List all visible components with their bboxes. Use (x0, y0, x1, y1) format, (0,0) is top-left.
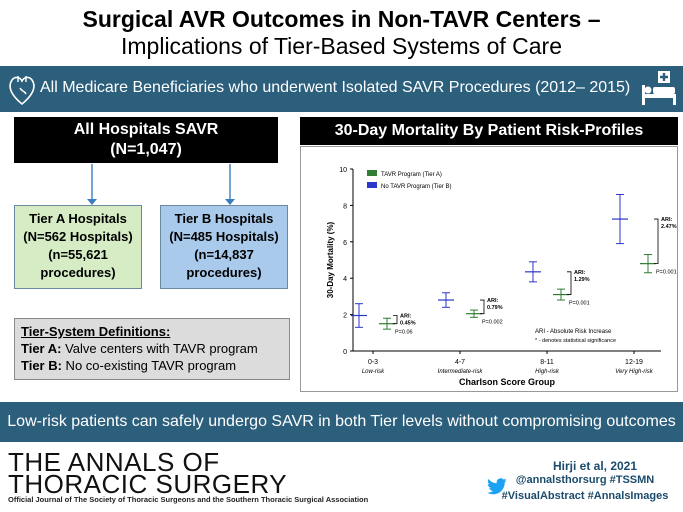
ari-value: 0.45% (400, 321, 416, 327)
ari-p-value: P=0.001 (569, 301, 590, 307)
journal-name-line-1: THE ANNALS OF (8, 447, 220, 477)
x-tick-sublabel: Intermediate-risk (438, 369, 484, 375)
citation: Hirji et al, 2021 (552, 459, 638, 473)
tier-b-procedures: (n=14,837 (194, 247, 254, 262)
all-hospitals-count: (N=1,047) (110, 141, 182, 158)
tier-a-hospitals: (N=562 Hospitals) (23, 229, 133, 244)
y-tick-label: 10 (339, 167, 347, 174)
definitions-heading: Tier-System Definitions: (21, 324, 171, 339)
x-tick-sublabel: Low-risk (362, 369, 385, 375)
definitions-box: Tier-System Definitions: Tier A: Valve c… (14, 318, 290, 380)
definition-tier-a-label: Tier A: (21, 341, 62, 356)
tier-a-box: Tier A Hospitals (N=562 Hospitals) (n=55… (14, 205, 142, 289)
x-tick-sublabel: High-risk (535, 369, 560, 375)
ari-p-value: P=0.001 (656, 270, 677, 276)
ari-value: 0.79% (487, 305, 503, 311)
definition-tier-b-text: No co-existing TAVR program (61, 358, 237, 373)
hospital-bed-icon (642, 71, 676, 105)
definition-tier-a: Tier A: Valve centers with TAVR program (21, 340, 283, 357)
x-tick-label: 8-11 (540, 359, 554, 366)
ari-bracket (654, 218, 659, 265)
journal-subtitle: Official Journal of The Society of Thora… (8, 495, 369, 504)
tier-b-box: Tier B Hospitals (N=485 Hospitals) (n=14… (160, 205, 288, 289)
ari-value: 1.29% (574, 277, 590, 283)
definition-tier-b: Tier B: No co-existing TAVR program (21, 357, 283, 374)
definition-tier-b-label: Tier B: (21, 358, 62, 373)
title-line-2: Implications of Tier-Based Systems of Ca… (121, 33, 562, 59)
x-tick-label: 0-3 (368, 359, 378, 366)
tier-b-title: Tier B Hospitals (174, 211, 274, 226)
tier-a-title: Tier A Hospitals (29, 211, 127, 226)
all-hospitals-box: All Hospitals SAVR (N=1,047) (14, 117, 278, 163)
x-tick-label: 4-7 (455, 359, 465, 366)
x-axis-label: Charlson Score Group (459, 377, 556, 387)
ari-label: ARI: (574, 270, 585, 276)
tier-a-procedures: (n=55,621 (48, 247, 108, 262)
tier-b-procedures-label: procedures) (186, 265, 262, 280)
definition-tier-a-text: Valve centers with TAVR program (61, 341, 258, 356)
hashtags: #VisualAbstract #AnnalsImages (501, 490, 669, 502)
chart-panel: 0 2 4 6 8 10 30-Day Mortality (%) 0-3 Low-risk 4-… (300, 146, 678, 392)
twitter-handle: @annalsthorsurg #TSSMN (515, 474, 655, 486)
legend-note-ari: ARI - Absolute Risk Increase (535, 329, 612, 335)
journal-name-line-2: THORACIC SURGERY (8, 469, 288, 499)
tier-a-procedures-label: procedures) (40, 265, 116, 280)
legend-note-significance: * - denotes statistical significance (535, 338, 616, 344)
ari-value: 2.47% (661, 224, 677, 230)
ari-label: ARI: (661, 217, 672, 223)
y-tick-label: 6 (343, 240, 347, 247)
y-tick-label: 0 (343, 349, 347, 356)
x-tick-sublabel: Very High-risk (615, 369, 653, 375)
ari-label: ARI: (487, 298, 498, 304)
top-banner (0, 66, 683, 112)
legend-label: No TAVR Program (Tier B) (381, 184, 451, 190)
chart-header: 30-Day Mortality By Patient Risk-Profile… (300, 117, 678, 145)
ari-bracket (393, 315, 398, 325)
ari-bracket (480, 299, 485, 315)
y-tick-label: 4 (343, 276, 347, 283)
ari-p-value: P=0.002 (482, 320, 503, 326)
heart-icon (9, 76, 35, 106)
x-tick-label: 12-19 (625, 359, 643, 366)
tier-b-hospitals: (N=485 Hospitals) (169, 229, 279, 244)
twitter-icon (487, 478, 507, 495)
flow-arrows (87, 164, 235, 205)
banner-text: All Medicare Beneficiaries who underwent… (40, 79, 631, 96)
ari-p-value: P=0.06 (395, 330, 413, 336)
legend-swatch (367, 182, 377, 188)
y-tick-label: 8 (343, 203, 347, 210)
ari-label: ARI: (400, 314, 411, 320)
y-tick-label: 2 (343, 313, 347, 320)
legend-swatch (367, 170, 377, 176)
all-hospitals-title: All Hospitals SAVR (73, 121, 219, 138)
ari-bracket (567, 271, 572, 295)
mortality-chart: 0 2 4 6 8 10 30-Day Mortality (%) 0-3 Low-risk 4-… (326, 167, 677, 387)
bottom-banner: Low-risk patients can safely undergo SAV… (0, 402, 683, 442)
y-axis-label: 30-Day Mortality (%) (326, 221, 335, 298)
legend-label: TAVR Program (Tier A) (381, 172, 442, 178)
title-line-1: Surgical AVR Outcomes in Non-TAVR Center… (82, 6, 601, 32)
